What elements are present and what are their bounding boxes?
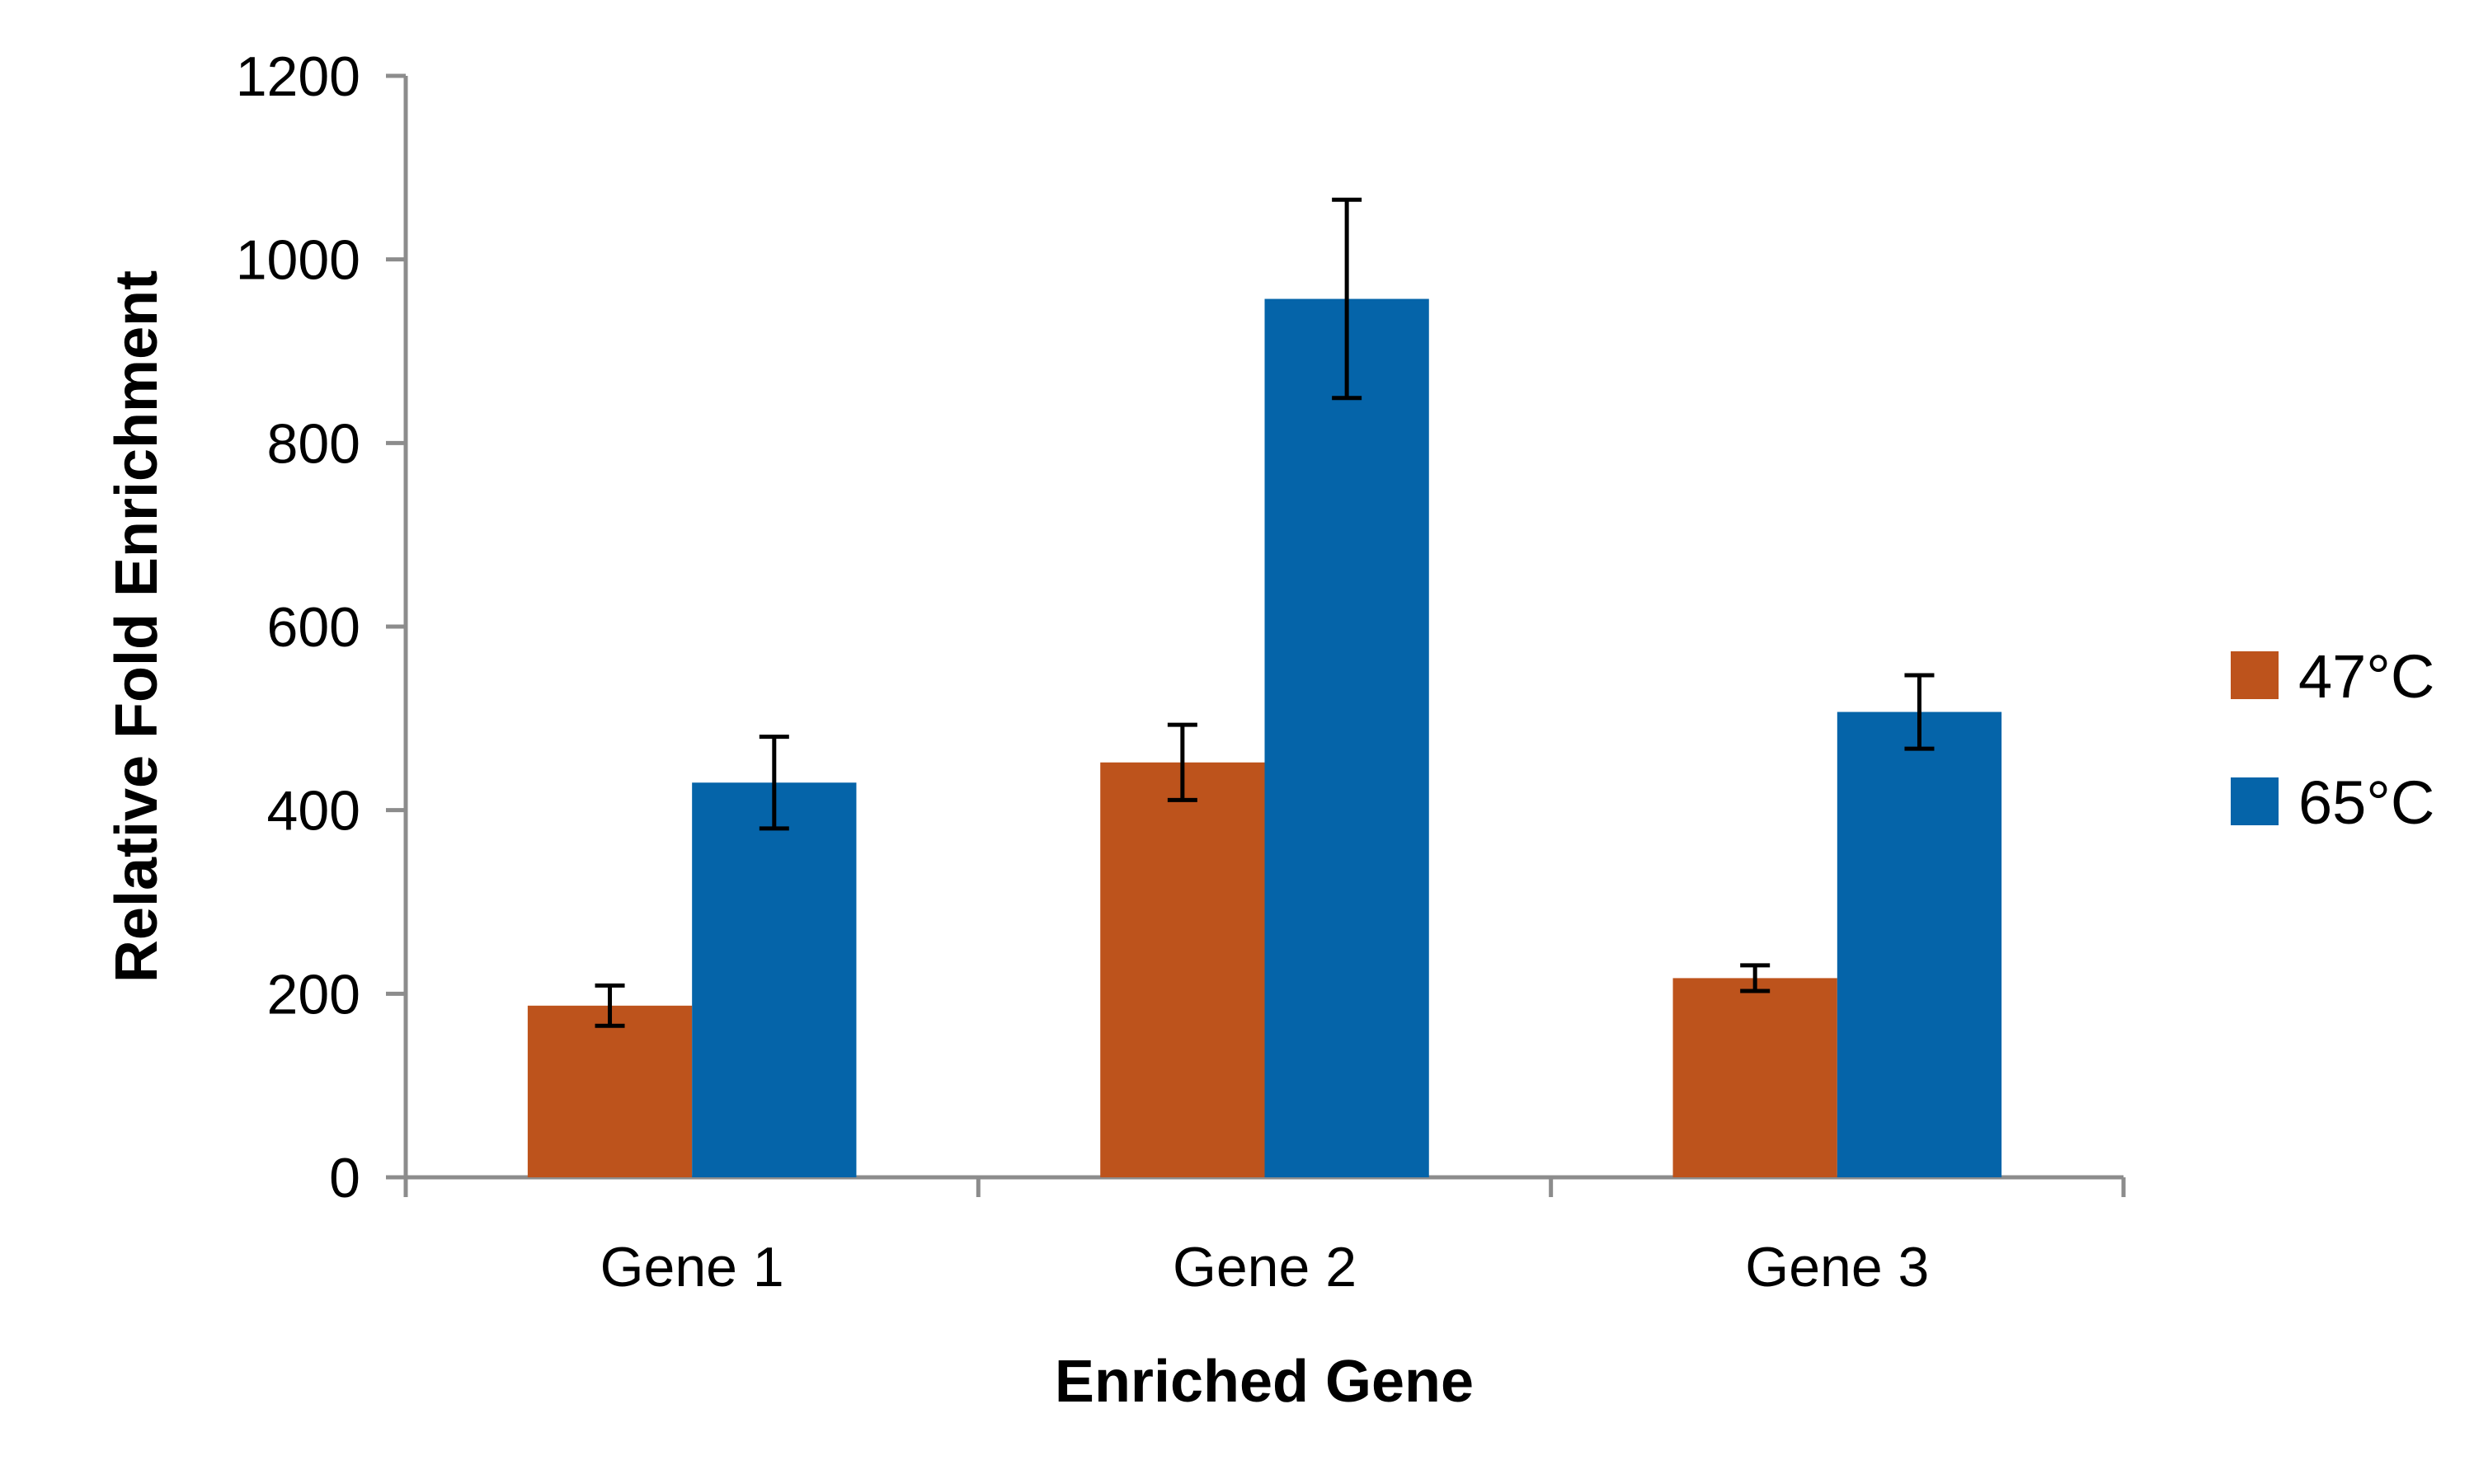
y-axis-tick-labels: 0 200 400 600 800 1000 1200 — [236, 45, 360, 1209]
legend-item-2: 65°C — [2231, 768, 2434, 837]
y-tick-label: 600 — [267, 596, 360, 659]
y-axis-ticks — [386, 73, 406, 1180]
y-tick-label: 800 — [267, 412, 360, 475]
x-axis-tick-labels: Gene 1 Gene 2 Gene 3 — [600, 1236, 1930, 1298]
y-tick-label: 200 — [267, 963, 360, 1026]
bar-1-3 — [1672, 978, 1837, 1177]
error-bars — [595, 197, 1935, 1028]
x-tick-label: Gene 3 — [1745, 1236, 1929, 1298]
error-bar-1-2 — [1167, 722, 1197, 802]
bars — [527, 298, 2002, 1177]
error-bar-1-1 — [595, 983, 625, 1028]
error-bar-1-3 — [1740, 963, 1771, 993]
legend-swatch — [2231, 777, 2279, 825]
bar-1-2 — [1100, 762, 1265, 1177]
error-bar-2-1 — [759, 735, 789, 831]
bar-2-3 — [1837, 711, 2002, 1177]
x-tick-label: Gene 2 — [1173, 1236, 1357, 1298]
x-axis-title: Enriched Gene — [1055, 1349, 1474, 1415]
y-axis-title: Relative Fold Enrichment — [104, 270, 170, 983]
legend-swatch — [2231, 651, 2279, 699]
legend-item-1: 47°C — [2231, 642, 2434, 711]
error-bar-2-3 — [1904, 673, 1935, 751]
y-tick-label: 400 — [267, 780, 360, 843]
y-tick-label: 1000 — [236, 229, 360, 292]
x-tick-label: Gene 1 — [600, 1236, 784, 1298]
y-tick-label: 0 — [329, 1147, 360, 1209]
x-axis-ticks — [403, 1177, 2126, 1197]
legend: 47°C 65°C — [2231, 642, 2434, 837]
y-tick-label: 1200 — [236, 45, 360, 108]
legend-label: 47°C — [2298, 642, 2434, 711]
bar-1-1 — [527, 1005, 693, 1177]
bar-2-2 — [1264, 298, 1429, 1177]
error-bar-2-2 — [1332, 197, 1362, 401]
legend-label: 65°C — [2298, 768, 2434, 837]
bar-2-1 — [692, 782, 857, 1177]
